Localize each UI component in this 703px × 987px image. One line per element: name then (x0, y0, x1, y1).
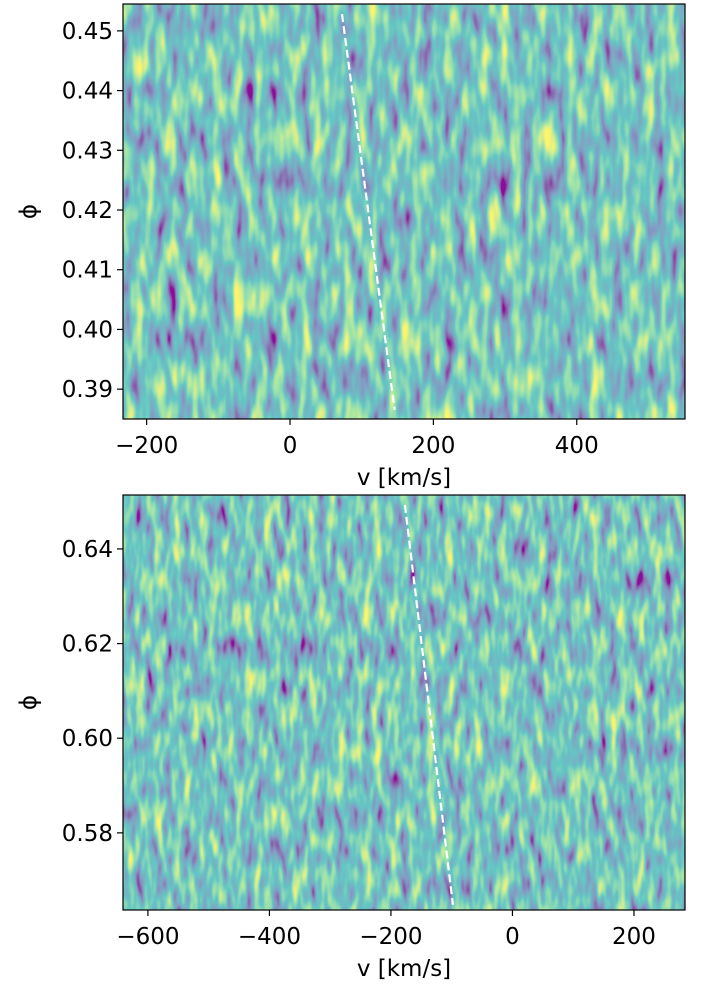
x-tick-label: −200 (359, 924, 422, 950)
y-tick-label: 0.60 (62, 726, 113, 752)
x-tick-label: −600 (116, 924, 179, 950)
y-tick-label: 0.44 (62, 79, 113, 105)
y-tick-label: 0.43 (62, 138, 113, 164)
x-tick-label: −200 (115, 433, 178, 459)
plot-frame (122, 3, 686, 420)
y-tick-label: 0.64 (62, 537, 113, 563)
y-tick-label: 0.39 (62, 377, 113, 403)
plot-frame (122, 494, 686, 911)
x-axis-label: v [km/s] (357, 956, 451, 982)
x-tick-label: 0 (505, 924, 520, 950)
x-tick-label: 0 (283, 433, 298, 459)
dashed-line (340, 14, 396, 411)
x-tick-label: −400 (238, 924, 301, 950)
y-tick-label: 0.42 (62, 198, 113, 224)
y-axis-label: ϕ (16, 695, 42, 710)
y-tick-label: 0.45 (62, 19, 113, 45)
y-tick-label: 0.58 (62, 821, 113, 847)
y-tick-label: 0.62 (62, 632, 113, 658)
y-axis-label: ϕ (16, 204, 42, 219)
dashed-line (403, 504, 455, 905)
heatmap (123, 4, 685, 419)
x-axis-label: v [km/s] (357, 465, 451, 491)
x-tick-label: 200 (612, 924, 656, 950)
x-tick-label: 400 (555, 433, 599, 459)
y-tick-label: 0.40 (62, 317, 113, 343)
heatmap (123, 495, 685, 910)
y-tick-label: 0.41 (62, 258, 113, 284)
x-tick-label: 200 (411, 433, 455, 459)
